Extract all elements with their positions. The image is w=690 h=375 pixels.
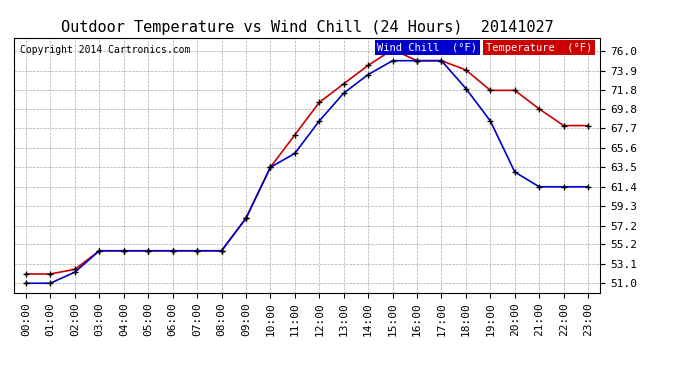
Text: Temperature  (°F): Temperature (°F) [486, 43, 592, 52]
Title: Outdoor Temperature vs Wind Chill (24 Hours)  20141027: Outdoor Temperature vs Wind Chill (24 Ho… [61, 20, 553, 35]
Text: Copyright 2014 Cartronics.com: Copyright 2014 Cartronics.com [19, 45, 190, 55]
Text: Wind Chill  (°F): Wind Chill (°F) [377, 43, 477, 52]
